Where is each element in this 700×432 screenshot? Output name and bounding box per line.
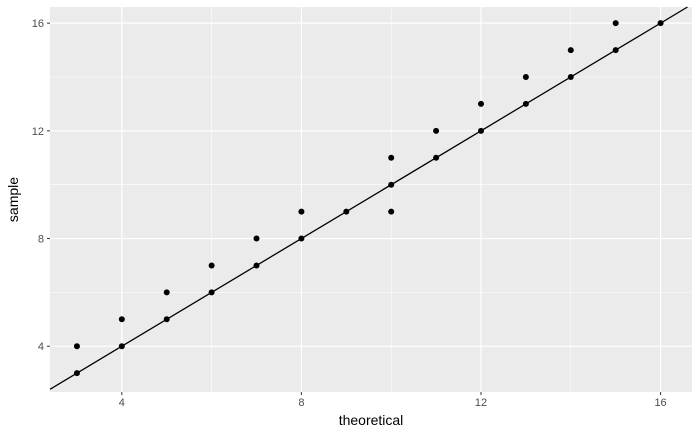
data-point xyxy=(163,316,170,323)
data-point xyxy=(522,74,529,80)
data-point xyxy=(388,208,395,215)
data-point xyxy=(522,100,529,107)
data-point xyxy=(118,343,125,350)
data-point xyxy=(433,154,440,161)
data-point xyxy=(657,20,664,27)
data-point xyxy=(612,47,619,54)
data-point xyxy=(388,154,395,161)
data-point xyxy=(73,343,80,350)
data-point xyxy=(477,127,484,134)
y-tick-label: 12 xyxy=(32,126,44,138)
reference-line-group xyxy=(49,6,688,390)
data-point xyxy=(477,100,484,107)
x-tick-label: 4 xyxy=(119,397,125,409)
y-axis-title: sample xyxy=(5,177,21,222)
y-tick-label: 8 xyxy=(38,234,44,246)
x-tick-label: 8 xyxy=(298,397,304,409)
data-point xyxy=(118,316,125,323)
reference-line xyxy=(49,6,688,390)
panel-background xyxy=(50,7,692,392)
minor-gridlines xyxy=(50,7,692,392)
data-point xyxy=(298,208,305,215)
major-gridlines xyxy=(50,7,692,392)
x-tick-label: 16 xyxy=(654,397,666,409)
y-tick-label: 4 xyxy=(38,341,44,353)
x-tick-label: 12 xyxy=(475,397,487,409)
data-point xyxy=(567,47,574,54)
x-axis-title: theoretical xyxy=(339,412,404,428)
data-points xyxy=(73,20,664,377)
data-point xyxy=(208,262,215,269)
y-tick-label: 16 xyxy=(32,18,44,30)
data-point xyxy=(73,370,80,377)
data-point xyxy=(208,289,215,296)
data-point xyxy=(388,181,395,188)
data-point xyxy=(433,127,440,134)
x-axis-ticks: 4 8 12 16 xyxy=(119,392,667,409)
data-point xyxy=(612,20,619,27)
data-point xyxy=(343,208,350,215)
data-point xyxy=(298,235,305,242)
data-point xyxy=(253,235,260,242)
y-axis-ticks: 4 8 12 16 xyxy=(32,18,50,353)
data-point xyxy=(253,262,260,269)
data-point xyxy=(567,74,574,80)
data-point xyxy=(163,289,170,296)
